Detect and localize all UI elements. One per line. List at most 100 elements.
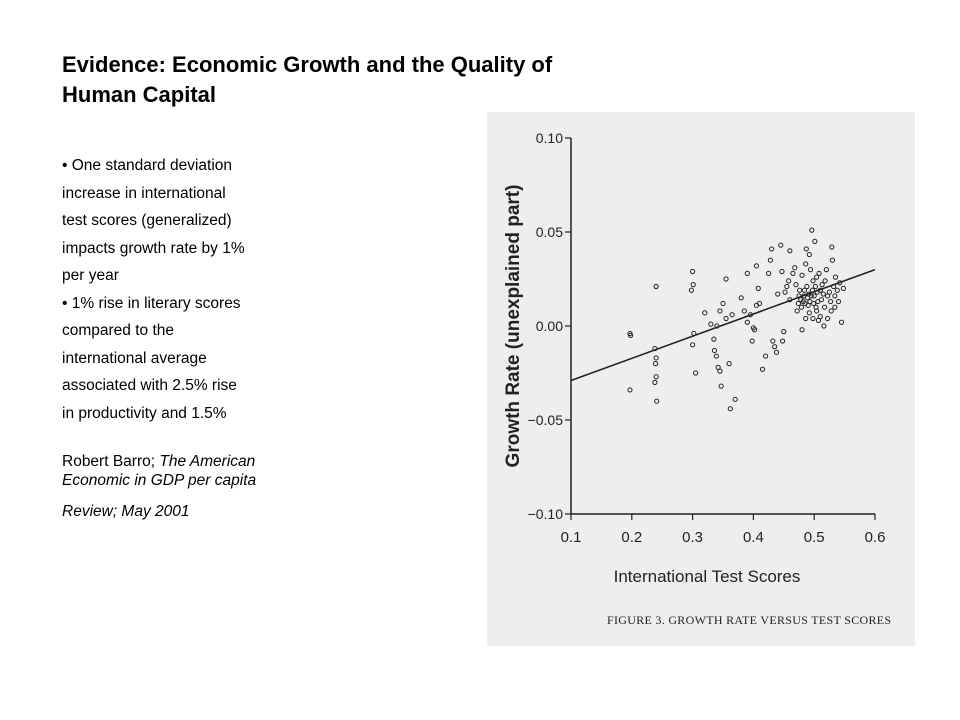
data-point [729,312,735,318]
citation-journal-part-1: The American [159,453,256,470]
y-tick-label: 0.05 [536,224,563,240]
bullet-line: compared to the [62,322,175,339]
data-point [804,283,810,290]
data-point [799,272,805,278]
data-point [828,298,834,305]
data-point [779,268,785,275]
data-point [770,338,776,344]
data-point [723,276,729,282]
data-point [829,257,836,263]
x-tick-label: 0.5 [804,529,825,546]
data-point [818,297,825,303]
citation-journal-part-3: Review; May 2001 [62,503,190,520]
data-point [834,287,840,293]
figure-background [487,112,915,646]
x-tick-label: 0.2 [621,529,642,546]
data-point [690,342,696,348]
data-point [793,282,799,288]
data-point [826,289,832,295]
data-point [749,338,755,344]
x-tick-label: 0.6 [865,529,886,546]
x-tick-label: 0.4 [743,529,764,546]
data-point [806,310,812,316]
data-point [691,330,697,337]
data-point [821,304,828,310]
data-point [819,282,825,288]
data-point [717,308,723,314]
y-tick-label: 0.10 [536,130,563,146]
data-point [790,270,796,276]
bullet-line: increase in international [62,184,226,202]
data-point [832,274,839,280]
y-tick-label: −0.05 [528,412,564,428]
data-point [807,267,814,273]
data-point [798,304,805,310]
data-point [824,315,831,322]
bullet-line: per year [62,267,119,284]
citation-row: Robert Barro; The American Economic in G… [62,452,352,490]
data-point [786,278,792,284]
data-point [711,336,717,342]
data-point [720,300,726,307]
data-point [817,314,823,320]
data-point [801,287,808,293]
data-point [809,227,815,233]
data-point [840,285,846,291]
data-point [652,361,659,367]
citation-journal-part-2: Economic in GDP per capita [62,472,257,489]
data-point [693,370,699,376]
data-point [714,323,720,329]
data-point [653,355,659,361]
data-point [653,374,659,380]
data-point [726,361,732,367]
data-point [711,347,718,354]
data-point [654,398,660,404]
data-point [817,287,823,293]
data-point [713,353,719,359]
data-point [832,304,838,310]
data-point [778,242,784,248]
bullet-line: • 1% rise in literary scores [62,294,241,312]
data-point [828,308,834,314]
data-point [803,315,809,322]
data-point [767,257,774,263]
data-point [727,406,733,412]
data-point [756,300,763,307]
data-point [741,308,747,314]
data-point [787,297,793,303]
data-point [717,368,723,374]
regression-line [570,268,876,382]
data-point [690,268,696,275]
data-point [837,280,843,286]
data-point [775,291,781,297]
data-point [708,321,714,327]
data-point [787,248,793,254]
data-point [744,319,750,325]
data-point [732,396,738,402]
bullet-line: • One standard deviation [62,157,233,174]
data-point [652,345,658,352]
data-point [797,287,803,293]
data-point [832,293,838,299]
bullet-line: in productivity and 1.5% [62,404,227,422]
data-point [829,244,835,250]
data-point [821,323,827,329]
data-point [831,283,837,290]
data-point [782,289,788,295]
data-point [690,282,696,288]
scatter-chart: 0.10 0.05 0.00 −0.05 −0.10 0.1 0.2 0.3 0.4 0.5 0.6… [487,112,915,646]
y-axis-label: Growth Rate (unexplained part) [503,185,524,468]
bullet-line: impacts growth rate by 1% [62,239,245,257]
y-tick-label: −0.10 [528,506,564,522]
data-point [718,383,724,389]
slide-title-line-1: Evidence: Economic Growth and the Qualit… [62,52,553,77]
data-point [766,270,772,276]
citation: Robert Barro; The American Economic in G… [62,452,352,533]
data-point [753,263,760,269]
data-point [653,283,659,290]
data-point [814,274,820,280]
data-point [835,298,842,305]
data-point [811,293,817,299]
x-axis-label: International Test Scores [614,567,801,586]
data-point [755,285,761,291]
